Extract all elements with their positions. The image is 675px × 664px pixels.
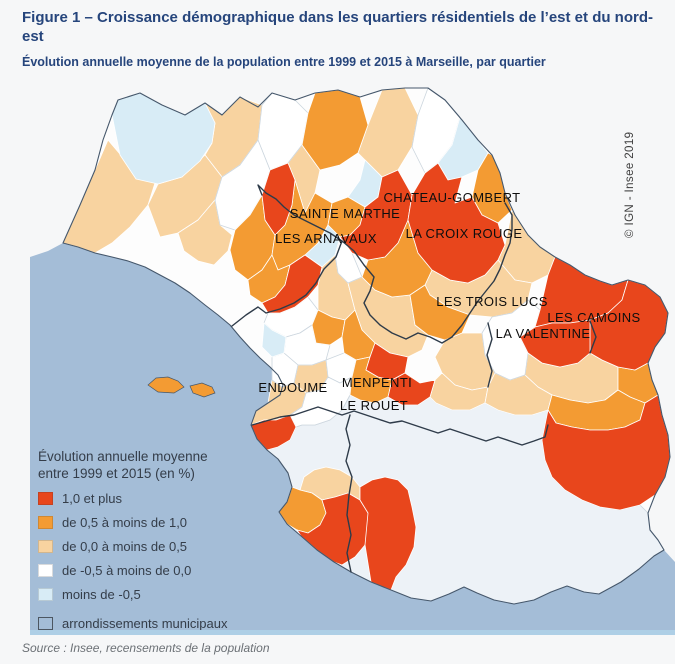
legend-item-label: 1,0 et plus: [62, 491, 122, 506]
map-copyright: © IGN - Insee 2019: [624, 131, 636, 238]
legend-item: de 0,5 à moins de 1,0: [38, 515, 278, 530]
legend-item: de 0,0 à moins de 0,5: [38, 539, 278, 554]
legend-title-line1: Évolution annuelle moyenne: [38, 449, 208, 464]
map-label: LE ROUET: [340, 398, 408, 413]
legend-item-label: de -0,5 à moins de 0,0: [62, 563, 192, 578]
legend-swatch-outline: [38, 617, 53, 630]
source-note: Source : Insee, recensements de la popul…: [22, 641, 270, 655]
legend-swatch-orange: [38, 516, 53, 529]
map-label: CHATEAU-GOMBERT: [384, 190, 521, 205]
island: [189, 382, 216, 398]
arrondissement-border: [231, 240, 453, 344]
map-label: SAINTE MARTHE: [290, 206, 400, 221]
map-region-orange: [311, 309, 346, 346]
map-label: MENPENTI: [342, 375, 412, 390]
map-region-cream: [177, 199, 233, 266]
legend-item-outline: arrondissements municipaux: [38, 616, 278, 631]
legend-swatch-red: [38, 492, 53, 505]
map-label: LES TROIS LUCS: [436, 294, 548, 309]
legend-item: 1,0 et plus: [38, 491, 278, 506]
legend-item-label: arrondissements municipaux: [62, 616, 228, 631]
legend-items: 1,0 et plus de 0,5 à moins de 1,0 de 0,0 à…: [38, 491, 278, 631]
island: [147, 376, 185, 394]
map-region-lightblue: [261, 322, 287, 358]
map-region-red: [261, 162, 296, 236]
map-label: LA CROIX ROUGE: [406, 226, 523, 241]
figure-title: Figure 1 – Croissance démographique dans…: [22, 9, 654, 45]
legend-item: moins de -0,5: [38, 587, 278, 602]
map-legend: Évolution annuelle moyenne entre 1999 et…: [38, 448, 278, 631]
map-region-red: [387, 372, 436, 406]
map-region-red: [250, 414, 297, 451]
arrondissement-border: [451, 202, 513, 338]
map-label: ENDOUME: [258, 380, 327, 395]
map-label: LA VALENTINE: [496, 326, 591, 341]
figure-subtitle: Évolution annuelle moyenne de la populat…: [22, 55, 546, 69]
arrondissement-border: [589, 320, 597, 354]
legend-swatch-cream: [38, 540, 53, 553]
coastline: [62, 87, 671, 605]
arrondissement-border: [486, 322, 493, 388]
legend-swatch-lightblue: [38, 588, 53, 601]
map-label: LES CAMOINS: [547, 310, 640, 325]
arrondissement-border: [251, 406, 549, 446]
map-region-red: [339, 169, 413, 261]
legend-swatch-white: [38, 564, 53, 577]
legend-item: de -0,5 à moins de 0,0: [38, 563, 278, 578]
choropleth-map: SAINTE MARTHE CHATEAU-GOMBERT LES ARNAVAUX…: [0, 85, 675, 630]
arrondissement-border: [257, 184, 343, 242]
map-region-red: [519, 319, 591, 368]
arrondissement-border: [345, 414, 353, 573]
footer-divider: [30, 630, 675, 635]
figure-header: Figure 1 – Croissance démographique dans…: [22, 8, 664, 69]
map-region-orange: [409, 284, 471, 341]
legend-item-label: moins de -0,5: [62, 587, 141, 602]
map-region-red: [407, 162, 506, 284]
map-label: LES ARNAVAUX: [275, 231, 377, 246]
legend-item-label: de 0,0 à moins de 0,5: [62, 539, 188, 554]
map-region-red: [359, 476, 417, 591]
legend-item-label: de 0,5 à moins de 1,0: [62, 515, 188, 530]
legend-title-line2: entre 1999 et 2015 (en %): [38, 466, 195, 481]
sea: [30, 243, 675, 630]
